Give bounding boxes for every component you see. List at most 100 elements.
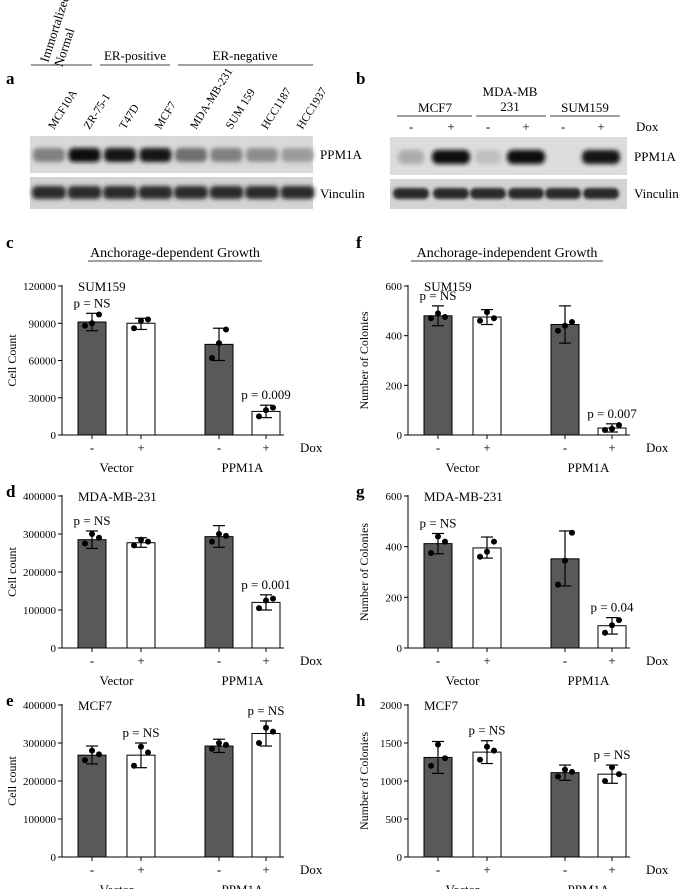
band-b-ppm1a-1: [432, 150, 470, 164]
group-label-ppm1a: PPM1A: [222, 882, 265, 889]
data-point: [491, 538, 497, 545]
data-point: [138, 317, 144, 324]
dox-sign: +: [137, 653, 144, 668]
data-point: [435, 310, 441, 317]
data-point: [209, 745, 215, 752]
band-ppm1a-t47d: [104, 148, 136, 162]
blot-b-group-headers: MCF7 MDA-MB 231 SUM159: [397, 84, 620, 117]
data-point: [428, 550, 434, 556]
data-point: [138, 536, 144, 543]
band-b-vinculin-5: [583, 188, 619, 199]
dox-sign: -: [436, 862, 440, 877]
y-tick-label: 400000: [23, 700, 57, 712]
dox-sign: -: [563, 440, 567, 455]
dox-sign: +: [262, 653, 269, 668]
data-point: [569, 768, 575, 775]
group-label-ppm1a: PPM1A: [222, 460, 265, 475]
data-point: [435, 741, 441, 748]
lane-label-mcf7: MCF7: [153, 100, 179, 132]
title-anchorage-dependent: Anchorage-dependent Growth: [90, 246, 260, 261]
band-ppm1a-zr-75-1: [68, 148, 101, 162]
dox-state-5: +: [597, 119, 604, 134]
dox-label-f: Dox: [646, 440, 669, 455]
group-label-ppm1a: PPM1A: [568, 882, 611, 889]
group-label-mcf7: MCF7: [418, 100, 452, 115]
data-point: [602, 778, 608, 784]
data-point: [569, 319, 575, 326]
data-point: [562, 766, 568, 773]
data-point: [131, 325, 137, 332]
data-point: [555, 773, 561, 780]
data-point: [209, 355, 215, 362]
data-point: [96, 311, 102, 318]
band-vinculin-hcc1937: [280, 186, 315, 199]
data-point: [96, 751, 102, 758]
data-point: [82, 322, 88, 329]
dox-state-4: -: [561, 119, 565, 134]
blot-b-vinculin-bands: [393, 188, 619, 199]
panel-label-e: e: [6, 691, 14, 710]
y-tick-label: 400000: [23, 491, 57, 503]
band-vinculin-sum-159: [209, 186, 244, 199]
data-point: [484, 309, 490, 316]
data-point: [89, 320, 95, 327]
y-tick-label: 100000: [23, 605, 57, 617]
dox-sign: -: [90, 440, 94, 455]
data-point: [256, 413, 262, 420]
band-b-vinculin-1: [433, 188, 469, 199]
y-axis-label-e: Cell count: [5, 756, 19, 806]
dox-sign: -: [436, 653, 440, 668]
panel-label-b: b: [356, 69, 365, 88]
band-b-ppm1a-5: [582, 150, 620, 164]
y-tick-label: 400: [386, 542, 403, 554]
data-point: [82, 540, 88, 547]
y-axis-label-g: Number of Colonies: [357, 523, 371, 621]
band-vinculin-mda-mb-231: [174, 186, 208, 199]
y-tick-label: 90000: [29, 318, 57, 330]
dox-label-h: Dox: [646, 862, 669, 877]
band-ppm1a-sum-159: [210, 148, 243, 162]
p-value-label: p = NS: [594, 747, 631, 762]
y-tick-label: 2000: [380, 700, 403, 712]
y-tick-label: 200: [386, 592, 403, 604]
y-tick-label: 30000: [29, 393, 57, 405]
group-label-vector: Vector: [100, 882, 135, 889]
blot-a-membranes: [30, 136, 315, 209]
band-ppm1a-mda-mb-231: [175, 148, 207, 162]
blot-b-ppm1a-bands: [398, 150, 620, 164]
bar-e-vector: [77, 754, 107, 858]
data-point: [609, 425, 615, 432]
panel-label-c: c: [6, 233, 14, 252]
data-point: [477, 317, 483, 324]
data-point: [96, 534, 102, 541]
dox-state-1: +: [447, 119, 454, 134]
band-b-ppm1a-0: [398, 150, 424, 164]
dox-sign: +: [262, 862, 269, 877]
data-point: [89, 531, 95, 537]
dox-sign: -: [217, 653, 221, 668]
chart-h: h 0 500 1000 1500 2000 Number of Colonies MCF7 -…: [356, 691, 669, 889]
lane-label-t47d: T47D: [117, 102, 141, 131]
p-value-label: p = NS: [74, 513, 111, 528]
bar-c-vector: [126, 322, 156, 436]
group-label-er-negative: ER-negative: [213, 48, 278, 63]
data-point: [216, 340, 222, 347]
data-point: [428, 762, 434, 769]
band-ppm1a-hcc1937: [281, 148, 314, 162]
chart-d: d 0 100000 200000 300000 400000 Cell count MDA-…: [5, 482, 323, 688]
band-vinculin-zr-75-1: [67, 186, 102, 199]
chart-title-g: MDA-MB-231: [424, 489, 503, 504]
dox-sign: -: [90, 862, 94, 877]
y-tick-label: 0: [51, 643, 57, 655]
chart-title-h: MCF7: [424, 698, 458, 713]
dox-label-d: Dox: [300, 653, 323, 668]
y-tick-label: 300000: [23, 529, 57, 541]
bar-c-vector: [77, 321, 107, 436]
chart-title-c: SUM159: [78, 279, 126, 294]
bar-g-vector: [472, 547, 502, 649]
band-b-vinculin-3: [508, 188, 544, 199]
blot-a-ppm1a-bands: [33, 148, 314, 162]
